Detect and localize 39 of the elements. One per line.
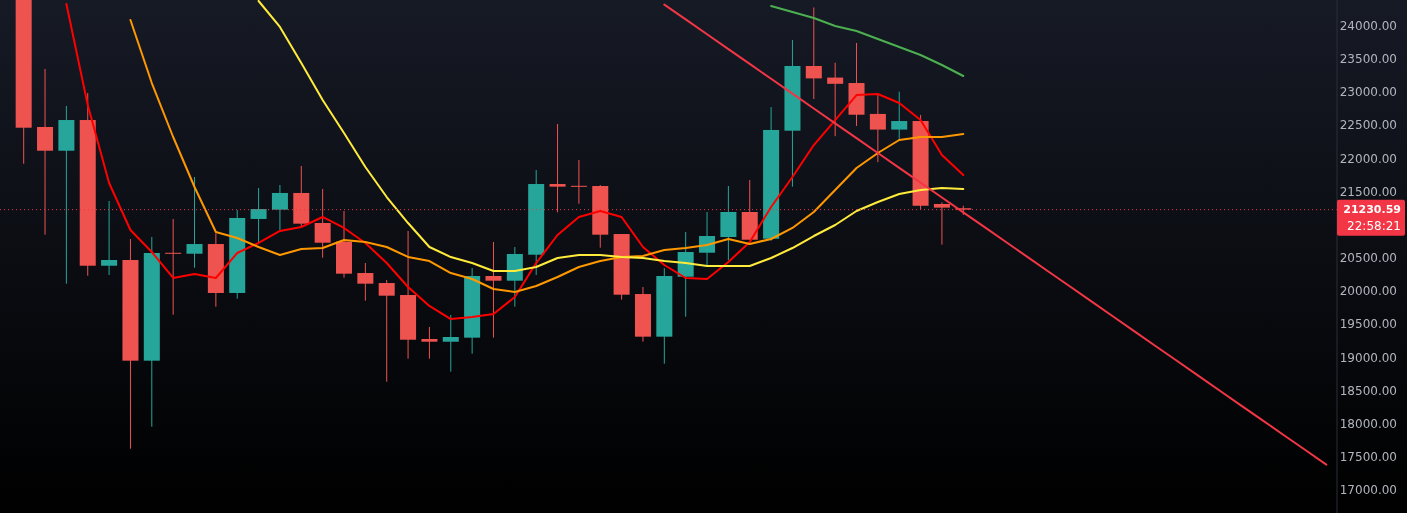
candlestick: [869, 94, 886, 163]
line-series: [129, 19, 965, 293]
y-tick-label: 23000.00: [1339, 85, 1397, 100]
candlestick: [442, 314, 459, 373]
y-tick-label: 23500.00: [1339, 52, 1397, 67]
candlestick: [933, 201, 950, 246]
candlestick: [805, 6, 822, 100]
candlestick: [549, 123, 566, 213]
candlestick: [37, 68, 54, 236]
text: 22:58:21: [1347, 218, 1401, 233]
candlestick: [891, 91, 908, 142]
candlestick: [485, 241, 502, 339]
candlestick: [250, 187, 267, 244]
candlestick: [827, 62, 844, 137]
candlestick: [314, 188, 331, 259]
y-tick-label: 18500.00: [1339, 383, 1397, 398]
y-tick-label: 19000.00: [1339, 350, 1397, 365]
line-series: [65, 2, 965, 321]
line-series: [770, 4, 965, 77]
y-tick-label: 20500.00: [1339, 251, 1397, 266]
y-tick-label: 22000.00: [1339, 151, 1397, 166]
y-tick-label: 19500.00: [1339, 317, 1397, 332]
y-tick-label: 17000.00: [1339, 483, 1397, 498]
ref-line-label: 21230.59: [1343, 203, 1401, 217]
candlestick: [378, 279, 395, 383]
y-tick-label: 18000.00: [1339, 416, 1397, 431]
candlestick: [421, 326, 438, 360]
candlestick: [101, 200, 118, 276]
candlestick: [186, 176, 203, 269]
candlestick: [357, 262, 374, 302]
y-tick-label: 22500.00: [1339, 118, 1397, 133]
candlestick: [165, 218, 182, 316]
candlestick: [570, 159, 587, 205]
y-tick-label: 17500.00: [1339, 450, 1397, 465]
line-series: [257, 0, 965, 273]
candlestick: [271, 184, 288, 231]
y-tick-label: 20000.00: [1339, 284, 1397, 299]
y-tick-label: 24000.00: [1339, 18, 1397, 33]
y-tick-label: 21500.00: [1339, 184, 1397, 199]
